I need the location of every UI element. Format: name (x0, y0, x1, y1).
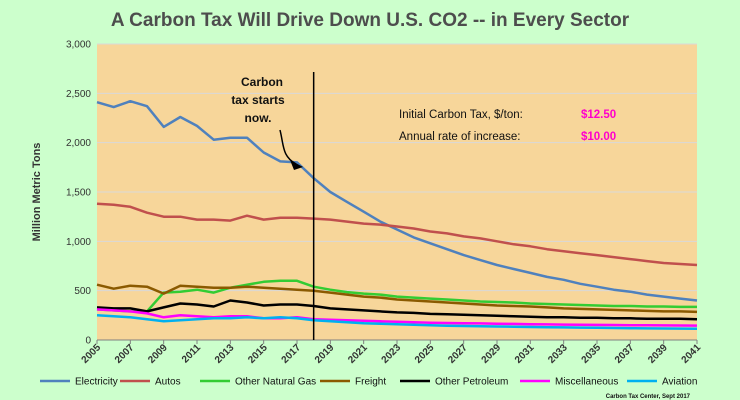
legend-label: Other Natural Gas (235, 377, 316, 388)
y-axis-label: Million Metric Tons (31, 143, 43, 242)
annotation-line-2: tax starts (231, 93, 285, 107)
x-tick-label: 2039 (646, 342, 670, 366)
legend-label: Other Petroleum (435, 377, 508, 388)
x-tick-label: 2027 (446, 342, 470, 366)
y-tick-label: 500 (74, 286, 91, 297)
x-tick-label: 2011 (180, 342, 203, 365)
y-tick-label: 3,000 (66, 40, 91, 51)
x-tick-label: 2035 (580, 342, 604, 366)
x-tick-label: 2041 (680, 342, 704, 366)
series-line-electricity (96, 99, 698, 302)
y-tick-label: 2,000 (66, 138, 91, 149)
series-lines (96, 99, 698, 330)
annotation-line-1: Carbon (241, 75, 283, 89)
series-line-aviation (96, 314, 698, 330)
series-line-miscellaneous (96, 308, 698, 327)
increase-value: $10.00 (581, 131, 616, 143)
source-credit: Carbon Tax Center, Sept 2017 (606, 394, 691, 400)
x-tick-label: 2009 (146, 342, 170, 366)
y-tick-label: 1,500 (66, 188, 91, 199)
x-tick-label: 2019 (313, 342, 337, 366)
x-tick-label: 2023 (380, 342, 404, 366)
x-tick-label: 2005 (80, 342, 104, 366)
legend: Electricity Autos Other Natural Gas Freight… (40, 377, 697, 388)
info-box: Initial Carbon Tax, $/ton: $12.50 Annual… (399, 109, 616, 143)
x-tick-label: 2037 (613, 342, 637, 366)
x-tick-label: 2015 (246, 342, 270, 366)
series-line-other-petroleum (96, 299, 698, 321)
initial-tax-label: Initial Carbon Tax, $/ton: (399, 109, 523, 121)
legend-label: Freight (355, 377, 386, 388)
x-tick-label: 2021 (346, 342, 370, 366)
increase-label: Annual rate of increase: (399, 131, 520, 143)
y-tick-label: 1,000 (66, 237, 91, 248)
y-axis: 0 500 1,000 1,500 2,000 2,500 3,000 (66, 40, 91, 347)
annotation-arrowhead (290, 160, 303, 170)
legend-label: Electricity (75, 377, 118, 388)
initial-tax-value: $12.50 (581, 109, 616, 121)
x-tick-label: 2031 (513, 342, 537, 366)
x-tick-label: 2013 (213, 342, 237, 366)
y-tick-label: 2,500 (66, 89, 91, 100)
x-tick-label: 2029 (480, 342, 504, 366)
x-tick-label: 2007 (113, 342, 137, 366)
x-tick-label: 2017 (280, 342, 304, 366)
series-line-freight (96, 283, 698, 314)
legend-label: Miscellaneous (555, 377, 618, 388)
x-tick-label: 2025 (413, 342, 437, 366)
chart-title: A Carbon Tax Will Drive Down U.S. CO2 --… (111, 10, 630, 31)
legend-label: Autos (155, 377, 181, 388)
x-axis: 2005 2007 2009 2011 2013 2015 2017 2019 2021 2023… (80, 339, 704, 366)
annotation-line-3: now. (245, 111, 272, 125)
y-tick-label: 0 (85, 336, 91, 347)
x-tick-label: 2033 (546, 342, 570, 366)
series-line-autos (96, 202, 698, 267)
series-line-other-natural-gas (96, 279, 697, 313)
carbon-tax-annotation: Carbon tax starts now. (231, 75, 303, 170)
legend-label: Aviation (662, 377, 697, 388)
